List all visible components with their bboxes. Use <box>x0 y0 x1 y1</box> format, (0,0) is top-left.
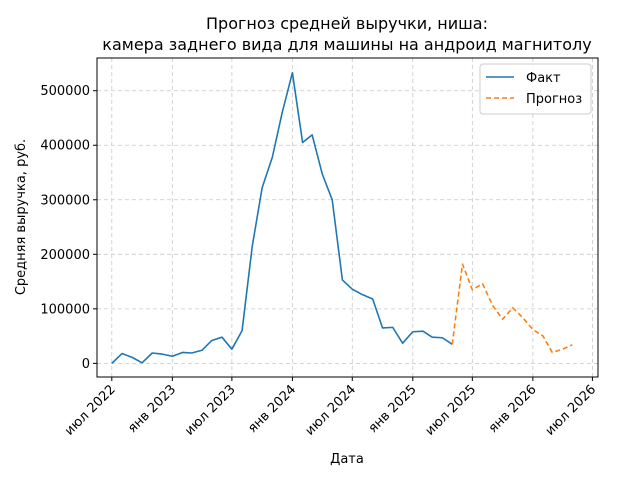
y-tick-label: 300000 <box>40 193 90 208</box>
legend: Факт Прогноз <box>479 63 592 115</box>
series-line-fact <box>111 71 453 364</box>
legend-label-forecast: Прогноз <box>526 92 582 107</box>
y-tick-label: 100000 <box>40 302 90 317</box>
chart-title-line-1: Прогноз средней выручки, ниша: <box>206 14 488 33</box>
plot-area-frame <box>96 57 599 378</box>
legend-label-fact: Факт <box>526 71 561 86</box>
y-tick-label: 200000 <box>40 248 90 263</box>
y-tick-label: 500000 <box>40 84 90 99</box>
x-axis-label: Дата <box>330 452 364 467</box>
y-axis-ticks: 0 100000 200000 300000 400000 500000 <box>40 84 97 372</box>
y-tick-label: 0 <box>82 357 90 372</box>
series-line-forecast <box>451 263 573 354</box>
y-tick-label: 400000 <box>40 139 90 154</box>
series-lines <box>111 71 573 364</box>
chart-title-line-2: камера заднего вида для машины на андрои… <box>102 35 591 54</box>
y-axis-label: Средняя выручка, руб. <box>14 139 29 295</box>
